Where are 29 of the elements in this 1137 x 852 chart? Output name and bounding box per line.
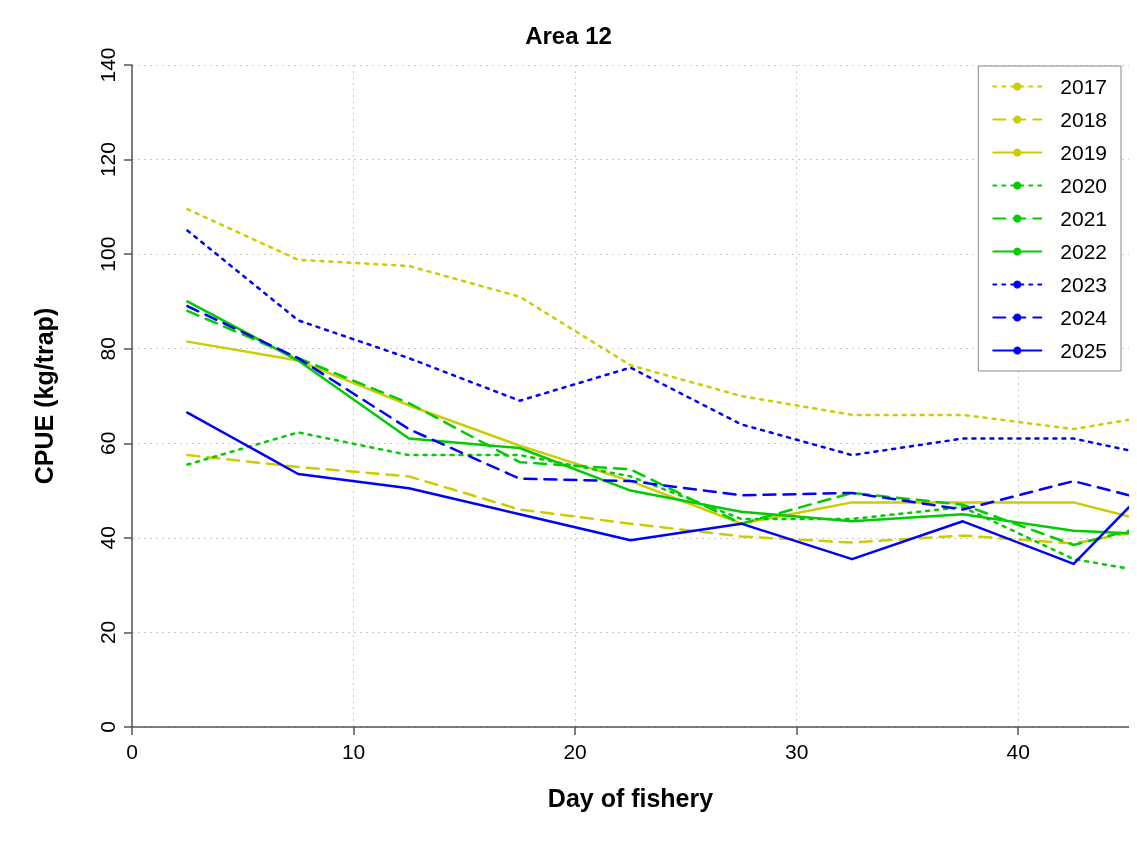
line-series: [186, 453, 1129, 545]
x-tick-label: 10: [341, 740, 366, 763]
legend-label: 2024: [1060, 306, 1108, 329]
line-series: [186, 411, 1129, 566]
legend-label: 2018: [1060, 108, 1107, 131]
y-tick-label: 140: [96, 47, 119, 83]
legend-label: 2017: [1060, 75, 1107, 98]
x-axis-title: Day of fishery: [547, 783, 714, 812]
legend-label: 2022: [1060, 240, 1107, 263]
y-tick-label: 120: [96, 142, 119, 178]
legend-label: 2025: [1060, 339, 1107, 362]
y-tick-label: 80: [96, 337, 119, 361]
x-tick-label: 40: [1006, 740, 1030, 763]
x-tick-label: 20: [563, 740, 587, 763]
line-series: [186, 229, 1129, 457]
legend-label: 2021: [1060, 207, 1107, 230]
x-tick-label: 30: [784, 740, 809, 763]
y-tick-label: 0: [96, 721, 119, 733]
y-axis-title: CPUE (kg/trap): [29, 307, 58, 485]
line-series: [186, 207, 1129, 431]
chart-title: Area 12: [525, 21, 612, 49]
y-tick-label: 20: [96, 620, 119, 645]
y-tick-label: 60: [96, 431, 119, 455]
y-tick-label: 100: [96, 236, 119, 272]
x-tick-label: 0: [126, 740, 138, 763]
y-tick-label: 40: [96, 526, 119, 550]
legend-label: 2023: [1060, 273, 1107, 296]
legend-label: 2020: [1060, 174, 1107, 197]
legend-label: 2019: [1060, 141, 1107, 164]
